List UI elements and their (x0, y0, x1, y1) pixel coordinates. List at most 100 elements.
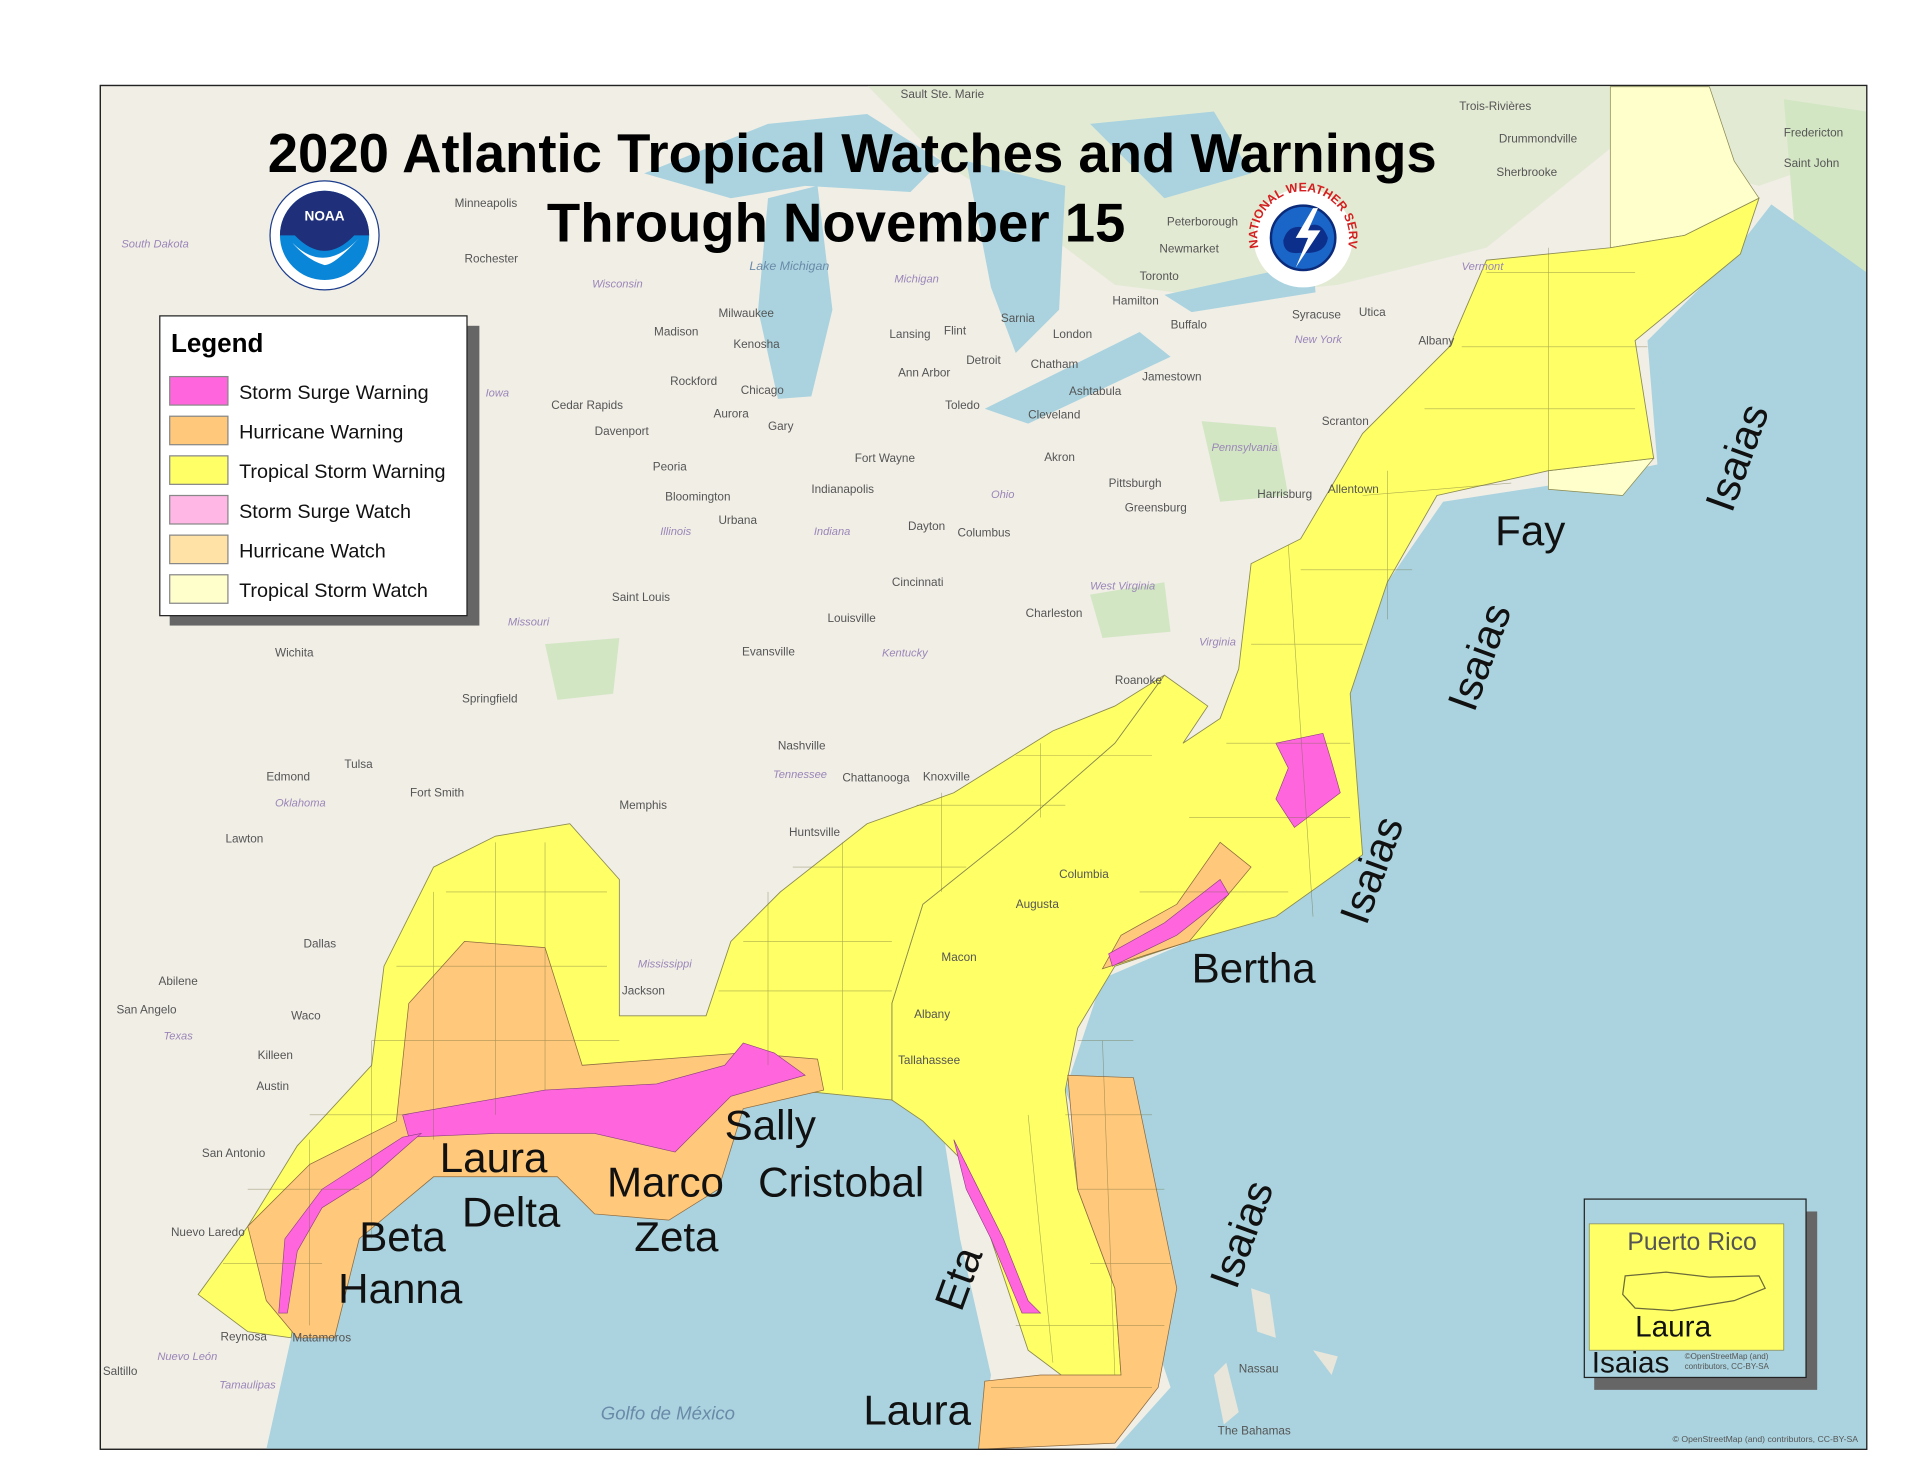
svg-text:Indiana: Indiana (814, 526, 850, 538)
svg-text:Storm Surge Warning: Storm Surge Warning (239, 382, 429, 404)
svg-text:Sault Ste. Marie: Sault Ste. Marie (901, 88, 985, 101)
bahamas-islands (1213, 1288, 1338, 1425)
storm-label-fay: Fay (1495, 507, 1565, 554)
svg-text:Saint Louis: Saint Louis (612, 591, 670, 604)
svg-text:Cincinnati: Cincinnati (892, 576, 944, 589)
svg-text:Ohio: Ohio (991, 489, 1015, 501)
svg-text:Bloomington: Bloomington (665, 490, 730, 503)
svg-text:Sherbrooke: Sherbrooke (1496, 166, 1557, 179)
legend-title: Legend (171, 328, 263, 358)
storm-label-bertha: Bertha (1192, 944, 1317, 991)
city-labels: Minneapolis Rochester Madison Milwaukee … (103, 88, 1843, 1378)
map-attribution: © OpenStreetMap (and) contributors, CC-B… (1673, 1434, 1859, 1444)
svg-text:Jackson: Jackson (622, 985, 665, 998)
svg-text:Albany: Albany (1418, 334, 1454, 347)
storm-label-beta: Beta (359, 1213, 446, 1260)
svg-text:Allentown: Allentown (1328, 483, 1379, 496)
svg-text:Vermont: Vermont (1462, 261, 1505, 273)
svg-text:Ashtabula: Ashtabula (1069, 385, 1122, 398)
storm-label-laura: Laura (440, 1134, 548, 1181)
svg-text:Augusta: Augusta (1016, 898, 1060, 911)
svg-text:Storm Surge Watch: Storm Surge Watch (239, 501, 411, 523)
svg-text:Texas: Texas (164, 1030, 194, 1042)
svg-text:Saltillo: Saltillo (103, 1365, 138, 1378)
legend-item-hurricane-watch: Hurricane Watch (169, 534, 386, 565)
svg-text:Rockford: Rockford (670, 375, 717, 388)
svg-text:Ann Arbor: Ann Arbor (898, 367, 950, 380)
svg-text:Wichita: Wichita (275, 647, 314, 660)
svg-text:Utica: Utica (1359, 306, 1386, 319)
svg-text:Drummondville: Drummondville (1499, 132, 1578, 145)
svg-text:Nuevo León: Nuevo León (157, 1351, 217, 1363)
storm-label-laura: Laura (1635, 1311, 1711, 1344)
svg-text:Columbia: Columbia (1059, 868, 1109, 881)
svg-text:Kenosha: Kenosha (733, 338, 780, 351)
legend-item-hurricane-warning: Hurricane Warning (169, 415, 403, 446)
svg-text:Minneapolis: Minneapolis (455, 197, 518, 210)
legend-item-tropical-storm-watch: Tropical Storm Watch (169, 574, 428, 604)
svg-text:Roanoke: Roanoke (1115, 674, 1162, 687)
svg-text:Huntsville: Huntsville (789, 826, 840, 839)
svg-text:Rochester: Rochester (465, 253, 519, 266)
svg-text:Tropical Storm Warning: Tropical Storm Warning (239, 461, 445, 483)
svg-text:Illinois: Illinois (660, 526, 691, 538)
svg-text:Chattanooga: Chattanooga (842, 772, 910, 785)
svg-text:Tropical Storm Watch: Tropical Storm Watch (239, 580, 428, 602)
svg-text:Lansing: Lansing (889, 328, 930, 341)
legend: Legend Storm Surge Warning Hurricane War… (159, 315, 480, 626)
svg-text:Chicago: Chicago (741, 384, 785, 397)
svg-text:Trois-Rivières: Trois-Rivières (1459, 100, 1531, 113)
storm-label-laura: Laura (863, 1387, 971, 1434)
svg-text:Indianapolis: Indianapolis (811, 483, 874, 496)
svg-text:Waco: Waco (291, 1009, 321, 1022)
svg-text:Nuevo Laredo: Nuevo Laredo (171, 1226, 245, 1239)
map-title-line1: 2020 Atlantic Tropical Watches and Warni… (268, 123, 1437, 184)
storm-label-isaias: Isaias (1592, 1347, 1670, 1380)
svg-text:Albany: Albany (914, 1008, 950, 1021)
water-label: Golfo de México (601, 1403, 735, 1424)
map-title-line2: Through November 15 (547, 193, 1125, 254)
svg-text:Tulsa: Tulsa (344, 758, 373, 771)
svg-text:Hurricane Watch: Hurricane Watch (239, 540, 386, 562)
svg-text:Buffalo: Buffalo (1171, 318, 1208, 331)
svg-text:Oklahoma: Oklahoma (275, 797, 326, 809)
svg-text:Charleston: Charleston (1026, 607, 1083, 620)
svg-text:Madison: Madison (654, 326, 698, 339)
svg-text:Gary: Gary (768, 420, 794, 433)
legend-item-storm-surge-watch: Storm Surge Watch (169, 494, 411, 525)
inset-title: Puerto Rico (1627, 1229, 1756, 1256)
svg-text:London: London (1053, 328, 1092, 341)
storm-surge-warning-areas (278, 732, 1341, 1314)
svg-text:Kentucky: Kentucky (882, 648, 929, 660)
storm-label-sally: Sally (725, 1102, 816, 1149)
svg-text:Syracuse: Syracuse (1292, 308, 1341, 321)
svg-text:Aurora: Aurora (713, 407, 749, 420)
svg-text:Tallahassee: Tallahassee (898, 1054, 961, 1067)
svg-text:Macon: Macon (941, 951, 976, 964)
svg-text:Peterborough: Peterborough (1167, 215, 1238, 228)
storm-label-delta: Delta (462, 1188, 561, 1235)
svg-text:Davenport: Davenport (595, 425, 650, 438)
svg-text:Hurricane Warning: Hurricane Warning (239, 422, 403, 444)
svg-text:West Virginia: West Virginia (1090, 581, 1155, 593)
county-boundaries (222, 247, 1648, 1388)
puerto-rico-inset: Puerto Rico Laura Isaias ©OpenStreetMap … (1583, 1198, 1818, 1390)
svg-text:Harrisburg: Harrisburg (1257, 488, 1312, 501)
svg-text:Evansville: Evansville (742, 645, 795, 658)
svg-text:Dayton: Dayton (908, 520, 945, 533)
svg-text:Nashville: Nashville (778, 739, 826, 752)
svg-text:Tennessee: Tennessee (773, 769, 827, 781)
svg-text:Tamaulipas: Tamaulipas (219, 1380, 276, 1392)
svg-text:Fort Smith: Fort Smith (410, 787, 464, 800)
svg-text:Hamilton: Hamilton (1112, 295, 1158, 308)
svg-text:Iowa: Iowa (486, 387, 510, 399)
inset-attribution: ©OpenStreetMap (and) contributors, CC-BY… (1684, 1352, 1769, 1372)
svg-text:Michigan: Michigan (894, 273, 939, 285)
svg-text:Sarnia: Sarnia (1001, 312, 1035, 325)
svg-text:Abilene: Abilene (159, 975, 199, 988)
svg-text:Columbus: Columbus (958, 526, 1011, 539)
svg-text:New York: New York (1294, 334, 1343, 346)
svg-text:San Antonio: San Antonio (202, 1147, 266, 1160)
svg-text:Urbana: Urbana (718, 514, 757, 527)
